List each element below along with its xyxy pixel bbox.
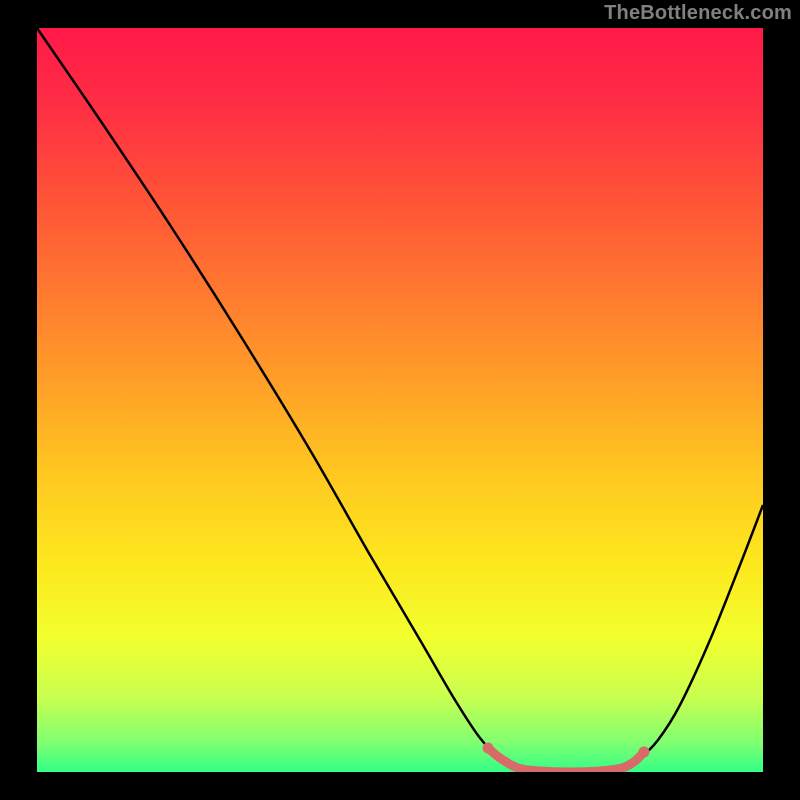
- watermark-label: TheBottleneck.com: [604, 2, 792, 25]
- bottleneck-curve-chart: [0, 0, 800, 800]
- highlight-endpoint-dot: [639, 747, 650, 758]
- highlight-endpoint-dot: [483, 743, 494, 754]
- gradient-background: [37, 28, 763, 772]
- chart-wrapper: TheBottleneck.com: [0, 0, 800, 800]
